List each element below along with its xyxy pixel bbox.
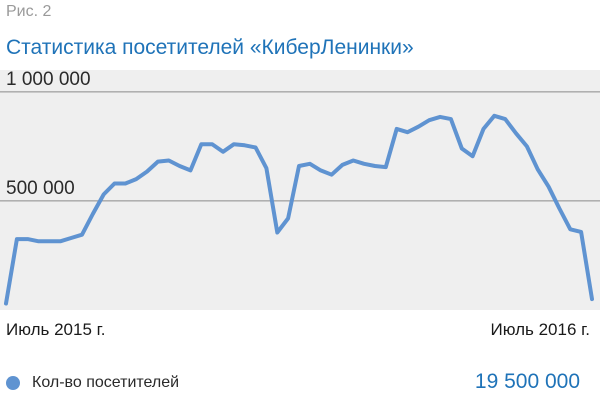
x-label-end: Июль 2016 г. bbox=[491, 320, 591, 339]
y-tick-label-1: 500 000 bbox=[6, 178, 75, 199]
legend: Кол-во посетителей bbox=[6, 374, 179, 392]
series-line bbox=[4, 113, 594, 306]
plot-area bbox=[0, 70, 600, 310]
gridlines bbox=[0, 91, 600, 202]
x-label-start: Июль 2015 г. bbox=[6, 320, 106, 339]
legend-marker bbox=[6, 376, 20, 390]
legend-label: Кол-во посетителей bbox=[32, 374, 180, 391]
total-visitors: 19 500 000 bbox=[474, 370, 580, 393]
figure-label: Рис. 2 bbox=[6, 3, 52, 20]
y-tick-labels: 1 000 000 500 000 bbox=[6, 69, 91, 199]
y-tick-label-0: 1 000 000 bbox=[6, 69, 91, 90]
chart-title: Статистика посетителей «КиберЛенинки» bbox=[6, 36, 414, 59]
